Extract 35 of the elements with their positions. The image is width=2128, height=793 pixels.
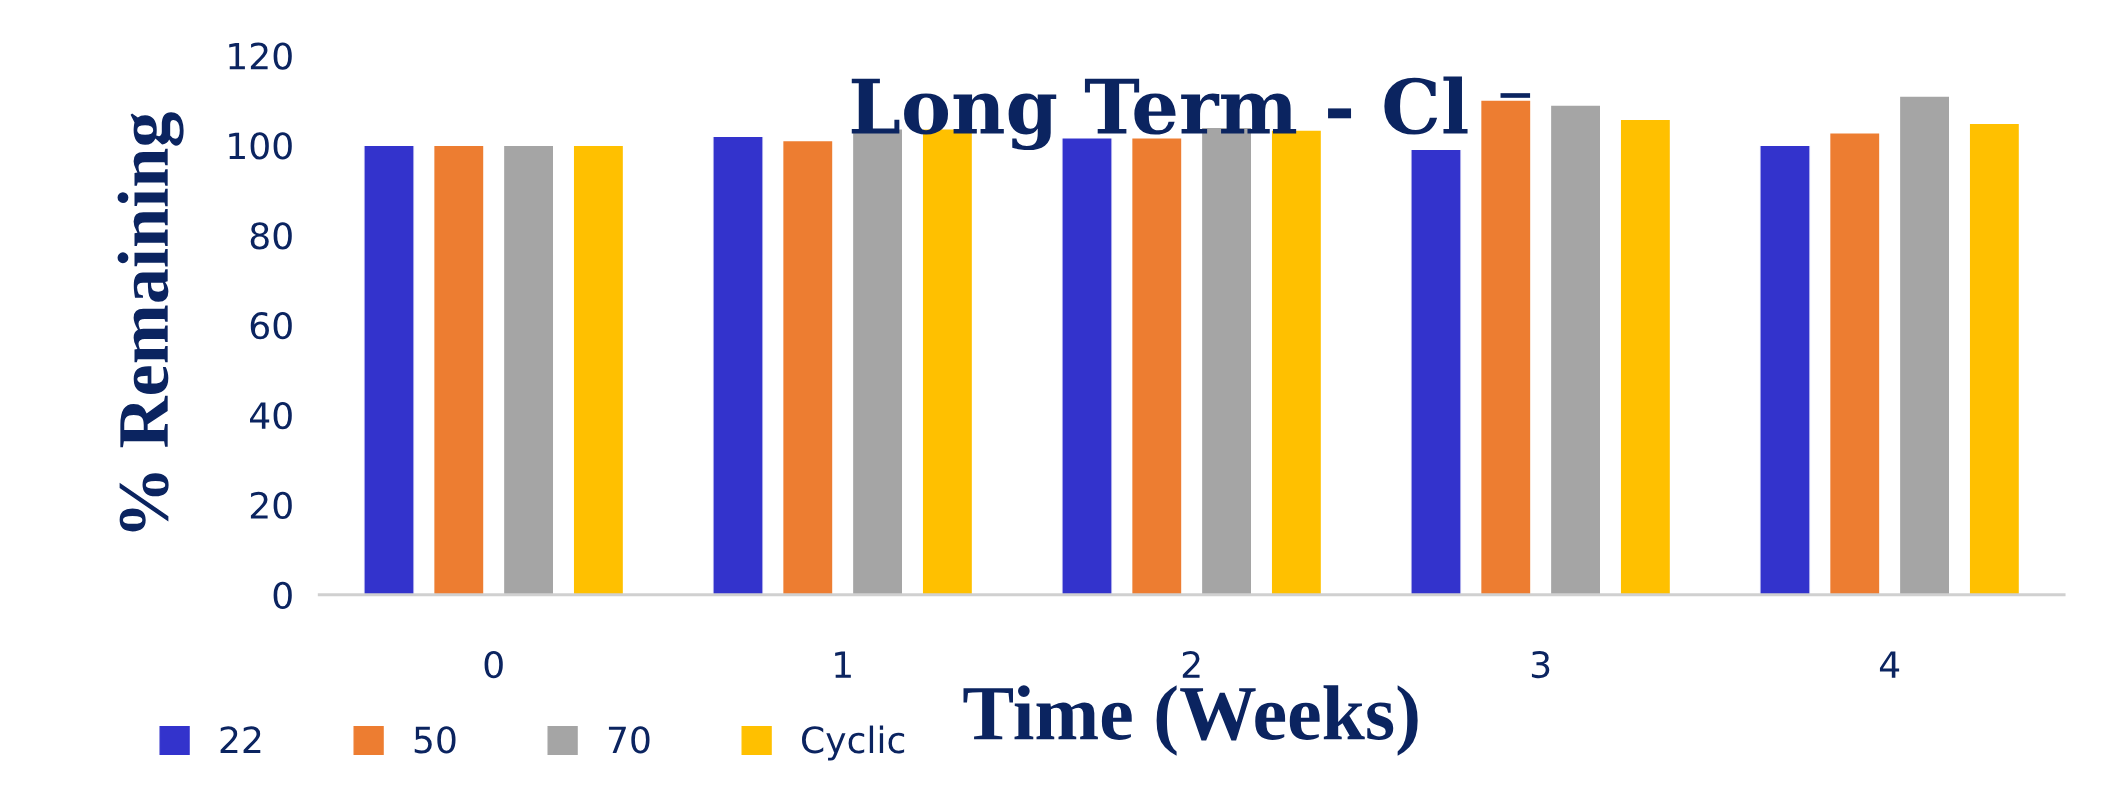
x-tick-label: 2 (1182, 650, 1200, 678)
y-tick-label: 0 (273, 581, 292, 609)
x-axis-title: Time (Weeks) (963, 685, 1418, 756)
bar (1759, 144, 1811, 595)
bar (712, 135, 764, 595)
bar (1410, 148, 1462, 595)
bar (572, 144, 625, 595)
bar (432, 144, 485, 595)
y-axis-title: % Remaining (117, 112, 184, 532)
bar (1828, 132, 1881, 595)
bar (1479, 99, 1532, 595)
bar (502, 144, 555, 595)
x-tick-label: 4 (1879, 651, 1900, 678)
bar (1061, 137, 1113, 595)
bar (1898, 95, 1951, 595)
x-tick-label: 0 (484, 650, 503, 679)
bar (1130, 137, 1183, 595)
bar (1549, 104, 1602, 595)
chart-title: Long Term - Cl ⁻ (851, 76, 1531, 151)
y-tick-label: 120 (229, 42, 292, 70)
y-tick-label: 80 (250, 222, 292, 250)
y-tick-label: 40 (250, 401, 292, 430)
y-tick-label: 100 (229, 132, 292, 160)
y-tick-label: 60 (250, 312, 292, 340)
legend-label: Cyclic (802, 725, 905, 761)
bar (1968, 122, 2021, 595)
x-tick-label: 1 (835, 651, 851, 678)
legend-label: 70 (608, 726, 650, 754)
bar (1619, 118, 1672, 595)
legend-label: 50 (414, 726, 456, 754)
bar (363, 144, 415, 595)
x-tick-label: 3 (1531, 650, 1550, 679)
legend-label: 22 (220, 726, 261, 753)
y-tick-label: 20 (250, 491, 292, 520)
bar (781, 139, 834, 595)
